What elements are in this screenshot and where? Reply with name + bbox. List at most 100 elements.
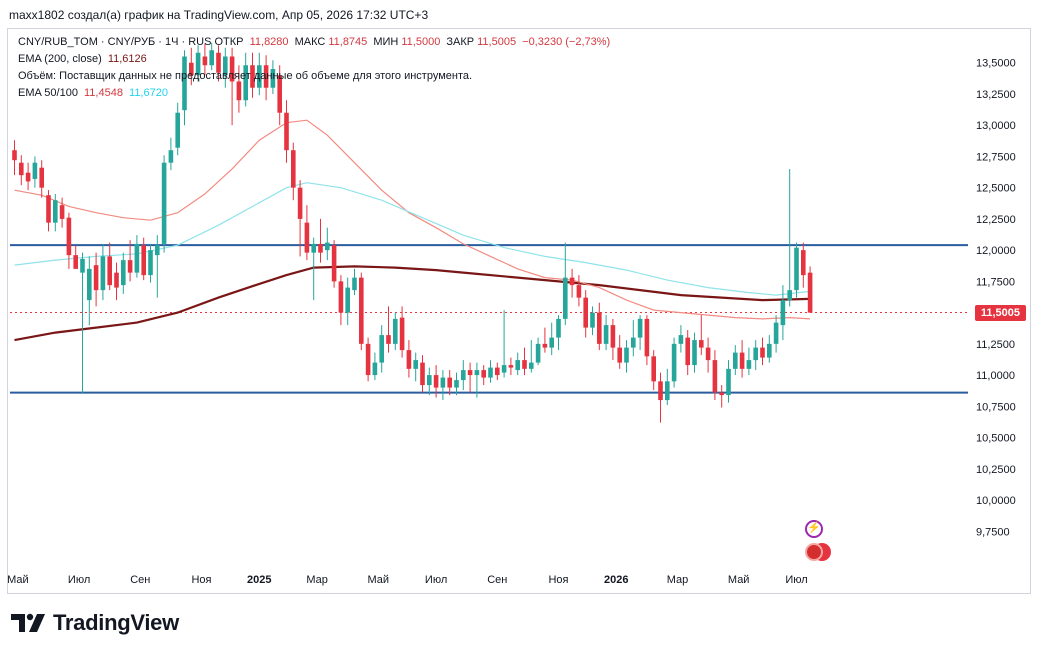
candle-down [365, 343, 371, 376]
candle-up [393, 318, 398, 344]
tradingview-logo-icon [11, 613, 45, 632]
x-tick-label: Июл [68, 574, 90, 586]
candle-up [753, 347, 758, 361]
candle-down [236, 81, 242, 101]
ema200-line [14, 265, 811, 342]
candle-down [291, 150, 296, 188]
legend-volume-text[interactable]: Объём: Поставщик данных не предоставляет… [18, 70, 473, 82]
current-price-badge: 11,5005 [974, 305, 1026, 321]
candle-down [297, 187, 303, 219]
candle-up [311, 243, 316, 253]
candle-up [746, 360, 752, 369]
candle-up [100, 256, 106, 291]
ema100-line [14, 182, 811, 296]
x-tick-label: Ноя [191, 574, 211, 586]
candle-down [386, 335, 391, 344]
candle-down [610, 325, 616, 348]
candle-down [66, 217, 72, 256]
candle-up [461, 370, 466, 381]
candle-down [705, 347, 711, 361]
candle-up [32, 162, 38, 179]
candle-up [563, 277, 568, 319]
legend-volume-line: Объём: Поставщик данных не предоставляет… [18, 69, 475, 83]
y-tick-label: 10,5000 [976, 433, 1016, 445]
candle-down [114, 272, 119, 288]
candle-down [807, 272, 813, 313]
candle-down [107, 256, 112, 286]
legend-low-label: МИН [373, 36, 399, 48]
candle-down [420, 362, 425, 386]
candle-down [699, 340, 704, 348]
candle-up [148, 250, 153, 276]
x-tick-label: Май [368, 574, 390, 586]
candle-up [223, 56, 228, 76]
candle-down [25, 172, 31, 182]
y-tick-label: 13,5000 [976, 58, 1016, 70]
y-tick-label: 11,7500 [976, 276, 1015, 288]
legend-ema200-value: 11,6126 [107, 53, 147, 65]
candle-down [73, 255, 78, 269]
candle-up [631, 337, 636, 348]
x-tick-label: Мар [667, 574, 689, 586]
y-tick-label: 10,0000 [976, 495, 1016, 507]
candle-down [712, 360, 718, 393]
candle-up [155, 245, 160, 256]
candle-down [542, 343, 548, 348]
candle-up [767, 343, 772, 358]
x-tick-label: Сен [487, 574, 507, 586]
candle-down [46, 195, 51, 223]
candle-down [399, 317, 405, 351]
legend-ema200-label[interactable]: EMA (200, close) [18, 53, 102, 65]
tradingview-logo[interactable]: TradingView [11, 610, 179, 636]
candle-up [53, 200, 58, 223]
candle-up [780, 300, 786, 326]
x-tick-label: Май [7, 574, 29, 586]
candle-up [182, 56, 187, 111]
candle-up [175, 112, 180, 148]
candle-down [658, 381, 663, 401]
price-chart[interactable]: 13,5000 13,2500 13,0000 12,7500 12,5000 12,25… [0, 0, 1040, 600]
candle-down [597, 312, 602, 344]
x-tick-label: Май [728, 574, 750, 586]
y-tick-label: 12,5000 [976, 183, 1016, 195]
legend-change: −0,3230 (−2,73%) [522, 36, 611, 48]
candle-up [603, 325, 609, 344]
candle-down [189, 62, 194, 76]
header-credit: maxx1802 создал(а) график на TradingView… [9, 8, 429, 22]
legend-symbol[interactable]: CNY/RUB_TOM · CNY/РУБ · 1Ч · RUS ОТКР [18, 36, 244, 48]
candle-up [209, 50, 214, 66]
legend-open: 11,8280 [249, 36, 289, 48]
legend-ema200-line: EMA (200, close) 11,6126 [18, 52, 150, 66]
candle-up [413, 360, 418, 369]
candle-up [243, 65, 248, 101]
legend-close-label: ЗАКР [446, 36, 475, 48]
candle-up [692, 340, 697, 366]
candle-down [583, 297, 588, 328]
candle-up [379, 335, 384, 363]
candle-down [216, 52, 221, 73]
y-tick-label: 13,2500 [976, 89, 1016, 101]
candle-up [257, 65, 262, 88]
candle-down [508, 365, 514, 368]
flag-icon[interactable] [805, 543, 823, 561]
candle-down [229, 56, 235, 82]
legend-ema50-value: 11,4548 [84, 87, 123, 99]
candle-down [739, 352, 745, 369]
candle-up [529, 362, 534, 369]
candle-down [495, 367, 500, 376]
candle-up [637, 318, 643, 338]
candle-up [624, 347, 629, 363]
y-tick-label: 11,0000 [976, 370, 1015, 382]
y-tick-label: 12,7500 [976, 151, 1016, 163]
candle-down [481, 370, 486, 378]
x-tick-label: Июл [785, 574, 807, 586]
candle-down [685, 337, 690, 366]
lightning-icon[interactable]: ⚡ [805, 520, 823, 538]
candle-up [733, 352, 738, 369]
candle-down [318, 243, 323, 253]
candle-up [161, 162, 167, 244]
candle-down [141, 245, 146, 276]
candle-down [760, 347, 765, 358]
legend-symbol-line: CNY/RUB_TOM · CNY/РУБ · 1Ч · RUS ОТКР 11… [18, 35, 613, 49]
legend-ema-pair-label[interactable]: EMA 50/100 [18, 87, 78, 99]
